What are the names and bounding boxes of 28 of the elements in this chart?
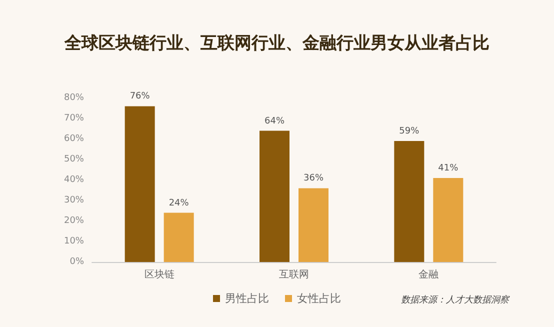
- y-tick-label: 20%: [64, 216, 84, 226]
- legend-label: 男性占比: [225, 292, 269, 305]
- y-tick-label: 70%: [64, 114, 84, 124]
- y-tick-label: 30%: [64, 196, 84, 206]
- y-tick-label: 10%: [64, 236, 84, 246]
- y-tick-label: 0%: [70, 257, 84, 267]
- data-label: 36%: [303, 174, 324, 184]
- data-label: 41%: [438, 163, 459, 174]
- y-tick-label: 40%: [64, 175, 84, 185]
- bar: [164, 212, 194, 262]
- legend-label: 女性占比: [297, 292, 341, 305]
- y-tick-label: 50%: [64, 154, 84, 164]
- data-label: 24%: [168, 198, 190, 208]
- x-tick-label: 金融: [418, 268, 439, 280]
- bar: [433, 178, 464, 262]
- bar: [394, 141, 424, 262]
- bar: [124, 106, 155, 262]
- x-tick-label: 互联网: [279, 268, 309, 280]
- data-label: 64%: [264, 116, 285, 126]
- source-note: 数据来源：人才大数据洞察: [401, 294, 510, 306]
- bar: [298, 188, 328, 262]
- chart-title: 全球区块链行业、互联网行业、金融行业男女从业者占比: [64, 34, 490, 54]
- y-tick-label: 80%: [64, 93, 84, 103]
- y-tick-label: 60%: [64, 134, 84, 144]
- data-label: 59%: [399, 126, 420, 137]
- bar: [260, 130, 290, 262]
- x-tick-label: 区块链: [144, 268, 174, 280]
- data-label: 76%: [130, 92, 150, 102]
